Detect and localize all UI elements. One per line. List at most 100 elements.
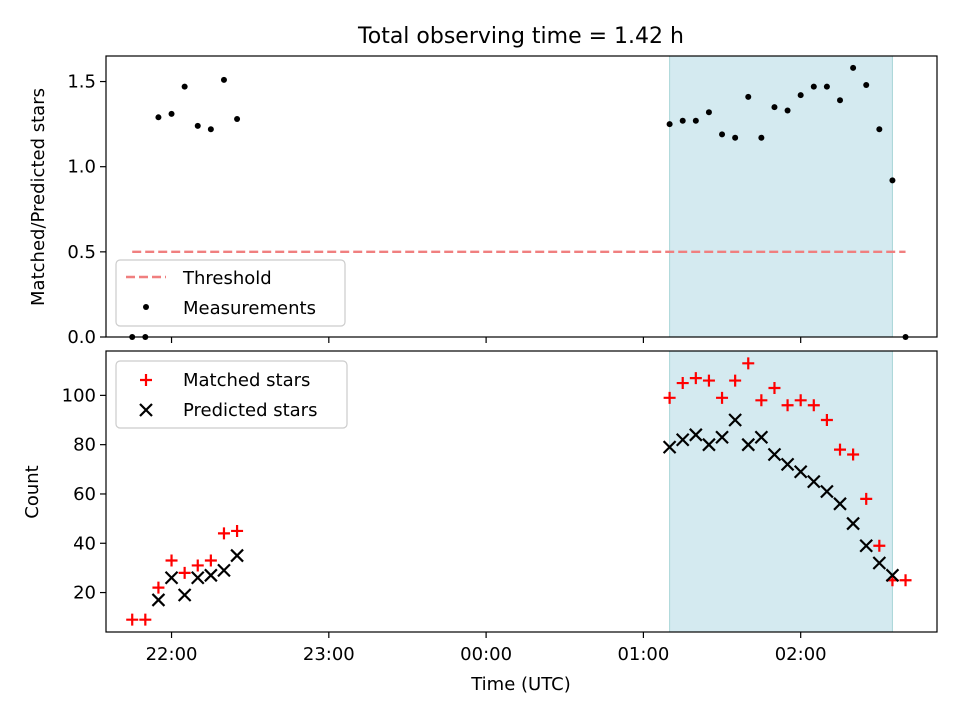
predicted-star-point	[662, 440, 677, 454]
measurement-point	[823, 83, 830, 90]
bottom-legend: Matched stars Predicted stars	[115, 360, 348, 429]
matched-star-point	[152, 581, 165, 594]
predicted-star-point	[177, 588, 192, 602]
measurement-point	[679, 117, 686, 124]
measurement-point	[797, 92, 804, 99]
top-axes-frame	[105, 55, 938, 338]
measurement-point	[771, 104, 778, 111]
figure-title: Total observing time = 1.42 h	[357, 24, 684, 49]
y-tick-label: 1.5	[67, 72, 96, 93]
matched-star-point	[873, 539, 886, 552]
measurements-series	[129, 64, 909, 340]
x-axis-label: Time (UTC)	[470, 674, 571, 695]
matched-star-point	[834, 443, 847, 456]
bottom-x-ticks: 22:00 23:00 00:00 01:00 02:00	[146, 632, 827, 665]
matched-star-point	[899, 574, 912, 587]
matched-star-point	[191, 559, 204, 572]
observing-window-span	[669, 56, 893, 337]
y-tick-label: 40	[73, 533, 96, 554]
predicted-star-point	[230, 548, 244, 563]
predicted-stars-series	[151, 413, 900, 607]
matched-star-point	[860, 492, 873, 505]
legend-matched-swatch	[140, 374, 152, 386]
legend-frame	[115, 259, 346, 327]
matched-star-point	[742, 357, 755, 370]
legend-matched-label: Matched stars	[183, 370, 310, 391]
x-tick-label: 00:00	[460, 644, 512, 665]
legend-measurements-swatch	[143, 304, 149, 310]
matched-star-point	[702, 374, 715, 387]
measurement-point	[181, 83, 188, 90]
predicted-star-point	[164, 570, 179, 585]
measurement-point	[745, 93, 752, 100]
measurement-point	[758, 134, 765, 141]
matched-star-point	[794, 394, 807, 407]
y-tick-label: 0.5	[67, 242, 96, 263]
matched-star-point	[663, 391, 676, 404]
predicted-star-point	[807, 474, 821, 489]
predicted-star-point	[728, 413, 742, 427]
measurement-point	[168, 110, 175, 117]
matched-star-point	[781, 399, 794, 412]
measurement-point	[732, 134, 739, 141]
predicted-star-point	[846, 516, 860, 531]
matched-star-point	[768, 381, 781, 394]
predicted-star-point	[767, 447, 782, 462]
measurement-point	[889, 177, 896, 184]
matched-star-point	[689, 372, 702, 385]
x-tick-label: 23:00	[303, 644, 355, 665]
bottom-y-ticks: 20 40 60 80 100	[62, 385, 106, 604]
top-panel: 0.0 0.5 1.0 1.5 Matched/Predicted stars Thr…	[28, 55, 938, 348]
predicted-star-point	[151, 593, 166, 607]
measurement-point	[234, 116, 241, 123]
top-y-ticks: 0.0 0.5 1.0 1.5	[67, 72, 106, 348]
predicted-star-point	[780, 457, 795, 472]
matched-star-point	[165, 554, 178, 567]
top-legend: Threshold Measurements	[115, 259, 346, 327]
measurement-point	[207, 126, 214, 133]
x-tick-label: 22:00	[146, 644, 198, 665]
matched-star-point	[820, 414, 833, 427]
predicted-star-point	[741, 437, 756, 452]
measurement-point	[876, 126, 883, 133]
predicted-star-point	[190, 570, 205, 585]
y-tick-label: 100	[62, 385, 96, 406]
matched-stars-series	[126, 357, 912, 626]
y-tick-label: 0.0	[67, 327, 96, 348]
matched-star-point	[676, 377, 689, 390]
measurement-point	[863, 81, 870, 88]
measurement-point	[837, 97, 844, 104]
measurement-point	[784, 107, 791, 114]
measurement-point	[194, 122, 201, 129]
legend-predicted-swatch	[139, 403, 153, 417]
predicted-star-point	[793, 465, 808, 479]
predicted-star-point	[820, 484, 834, 499]
measurement-point	[850, 64, 857, 71]
matched-star-point	[716, 391, 729, 404]
measurement-point	[705, 109, 712, 116]
measurement-point	[810, 83, 817, 90]
matched-star-point	[755, 394, 768, 407]
matched-star-point	[139, 613, 152, 626]
observing-window-span	[669, 351, 893, 632]
predicted-star-point	[217, 563, 231, 578]
legend-frame	[115, 360, 348, 429]
matched-star-point	[204, 554, 217, 567]
predicted-star-point	[833, 497, 847, 511]
bottom-axes-frame	[105, 350, 938, 633]
top-y-axis-label: Matched/Predicted stars	[28, 88, 49, 306]
predicted-star-point	[859, 538, 873, 553]
predicted-star-point	[872, 556, 887, 570]
legend-measurements-label: Measurements	[183, 298, 316, 319]
y-tick-label: 1.0	[67, 157, 96, 178]
top-x-ticks	[170, 337, 802, 343]
measurement-point	[220, 76, 227, 83]
matched-star-point	[217, 527, 230, 540]
measurement-point	[155, 114, 162, 121]
predicted-star-point	[204, 568, 218, 583]
y-tick-label: 80	[73, 435, 96, 456]
predicted-star-point	[885, 568, 900, 583]
legend-predicted-label: Predicted stars	[183, 400, 317, 421]
measurement-point	[692, 117, 699, 124]
